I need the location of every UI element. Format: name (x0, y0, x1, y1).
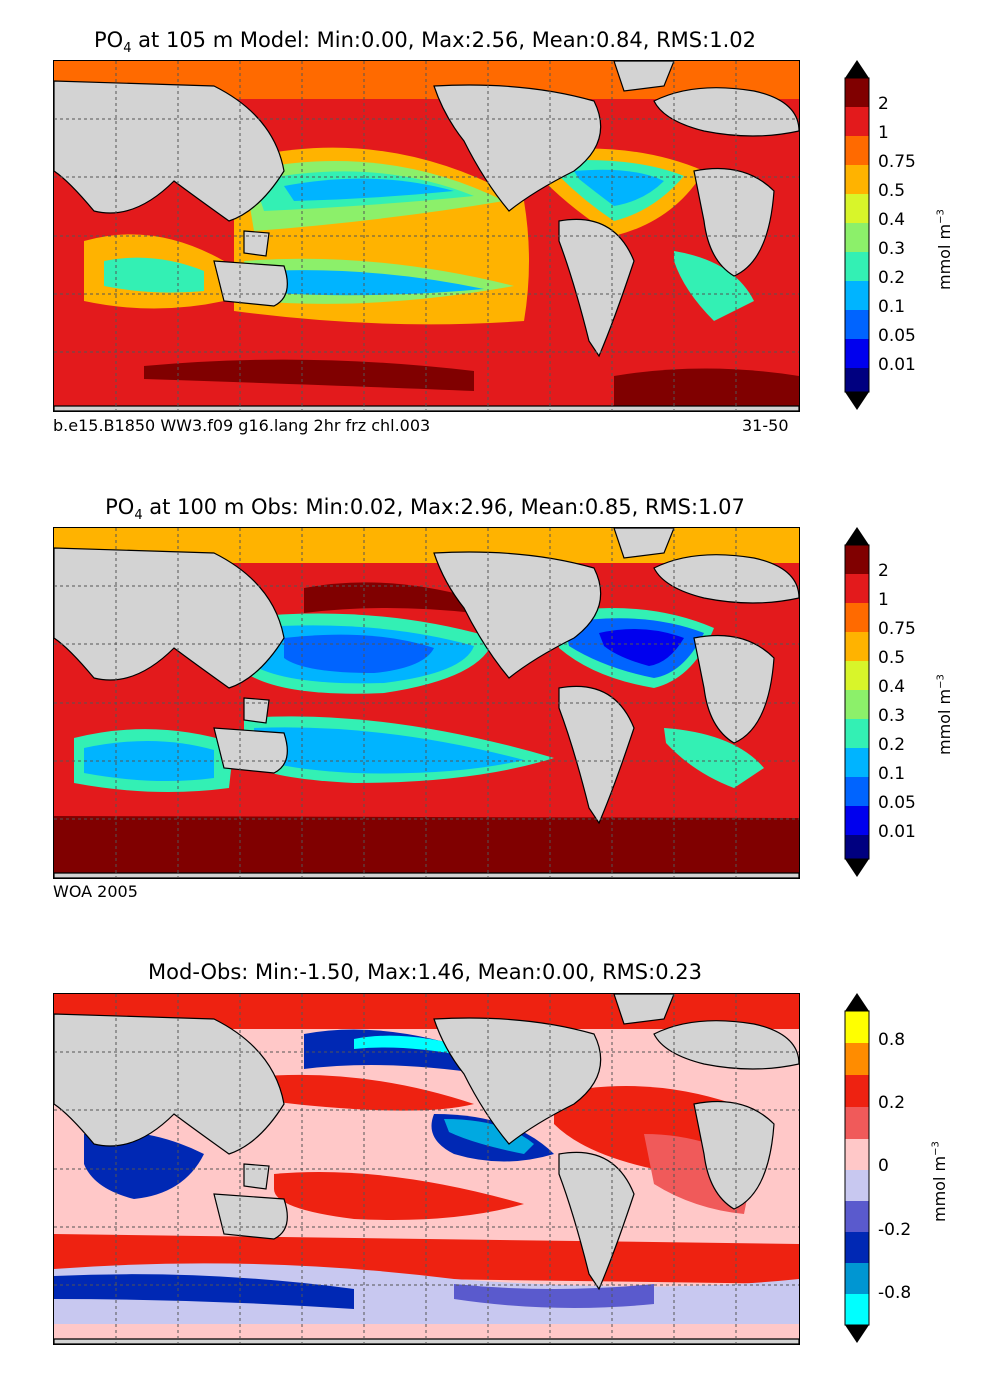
model-caption-left: b.e15.B1850 WW3.f09 g16.lang 2hr frz chl… (53, 416, 431, 435)
colorbar-tick: 2 (878, 94, 889, 114)
colorbar-tick: 0 (878, 1156, 889, 1176)
colorbar-swatch (845, 368, 869, 392)
colorbar-min-arrow (845, 1325, 869, 1343)
colorbar-swatch (845, 748, 869, 777)
colorbar-tick: 0.1 (878, 764, 906, 784)
colorbar-swatch (845, 1043, 869, 1075)
colorbar-swatch (845, 78, 869, 107)
panel-title: Mod-Obs: Min:-1.50, Max:1.46, Mean:0.00,… (148, 960, 702, 984)
colorbar-tick: 1 (878, 123, 889, 143)
colorbar-max-arrow (845, 60, 869, 78)
colorbar-swatch (845, 310, 869, 339)
colorbar-tick: -0.8 (878, 1283, 912, 1303)
colorbar-tick: 0.3 (878, 239, 906, 259)
obs-colorbar (844, 527, 870, 877)
colorbar-swatch (845, 223, 869, 252)
colorbar-tick: 0.8 (878, 1030, 906, 1050)
colorbar-tick: 0.4 (878, 677, 906, 697)
colorbar-swatch (845, 136, 869, 165)
colorbar-swatch (845, 165, 869, 194)
colorbar-swatch (845, 1075, 869, 1107)
colorbar-tick: 2 (878, 561, 889, 581)
colorbar-min-arrow (845, 859, 869, 877)
panel-title: PO4 at 105 m Model: Min:0.00, Max:2.56, … (94, 28, 756, 57)
model-caption-right: 31-50 (742, 416, 789, 435)
colorbar-tick: 0.2 (878, 1093, 906, 1113)
colorbar-swatch (845, 339, 869, 368)
model-colorbar (844, 60, 870, 410)
panel-title: PO4 at 100 m Obs: Min:0.02, Max:2.96, Me… (105, 495, 745, 524)
colorbar-swatch (845, 1107, 869, 1139)
colorbar-tick: 0.01 (878, 355, 916, 375)
colorbar-swatch (845, 806, 869, 835)
colorbar-tick: 0.2 (878, 735, 906, 755)
colorbar-swatch (845, 1201, 869, 1232)
colorbar-swatch (845, 574, 869, 603)
colorbar-swatch (845, 194, 869, 223)
colorbar-swatch (845, 107, 869, 136)
colorbar-swatch (845, 632, 869, 661)
colorbar-tick: -0.2 (878, 1220, 912, 1240)
colorbar-max-arrow (845, 527, 869, 545)
diff-map (53, 993, 800, 1345)
colorbar-swatch (845, 835, 869, 859)
model-map (53, 60, 800, 412)
colorbar-tick: 0.3 (878, 706, 906, 726)
colorbar-swatch (845, 719, 869, 748)
colorbar-tick: 0.75 (878, 152, 916, 172)
colorbar-tick: 0.2 (878, 268, 906, 288)
colorbar-swatch (845, 252, 869, 281)
colorbar-tick: 0.75 (878, 619, 916, 639)
colorbar-swatch (845, 661, 869, 690)
colorbar-swatch (845, 1170, 869, 1201)
colorbar-max-arrow (845, 993, 869, 1011)
colorbar-tick: 0.5 (878, 648, 906, 668)
diff-colorbar (844, 993, 870, 1343)
colorbar-tick: 0.1 (878, 297, 906, 317)
colorbar-tick: 0.01 (878, 822, 916, 842)
colorbar-unit: mmol m−3 (930, 1141, 949, 1222)
colorbar-tick: 0.5 (878, 181, 906, 201)
colorbar-swatch (845, 777, 869, 806)
colorbar-swatch (845, 1232, 869, 1263)
colorbar-min-arrow (845, 392, 869, 410)
colorbar-swatch (845, 690, 869, 719)
colorbar-swatch (845, 545, 869, 574)
obs-map (53, 527, 800, 879)
colorbar-tick: 0.4 (878, 210, 906, 230)
model-panel: PO4 at 105 m Model: Min:0.00, Max:2.56, … (0, 0, 987, 460)
colorbar-tick: 1 (878, 590, 889, 610)
colorbar-swatch (845, 1139, 869, 1170)
colorbar-swatch (845, 1263, 869, 1294)
obs-caption-left: WOA 2005 (53, 882, 138, 901)
colorbar-swatch (845, 1294, 869, 1325)
colorbar-swatch (845, 281, 869, 310)
colorbar-tick: 0.05 (878, 326, 916, 346)
colorbar-swatch (845, 603, 869, 632)
colorbar-tick: 0.05 (878, 793, 916, 813)
colorbar-swatch (845, 1011, 869, 1043)
obs-panel: PO4 at 100 m Obs: Min:0.02, Max:2.96, Me… (53, 495, 954, 901)
